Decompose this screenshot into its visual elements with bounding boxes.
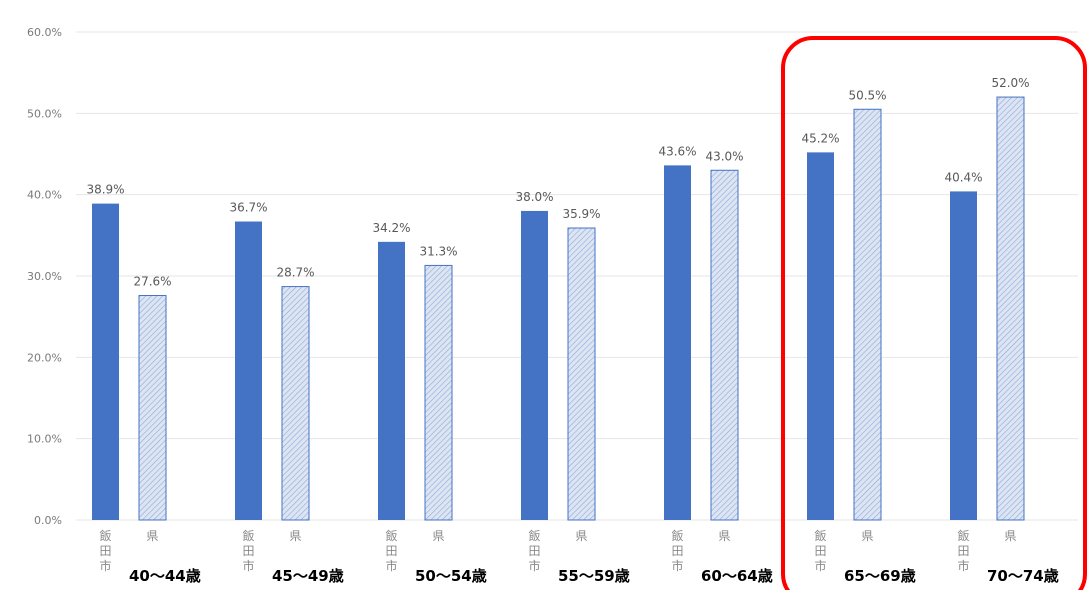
series-label-city: 飯田市 [99,528,111,573]
series-label-prefecture: 県 [861,529,873,543]
series-label-city: 飯田市 [957,528,969,573]
bar-prefecture [567,227,596,521]
data-label-city: 34.2% [372,221,410,235]
highlight-box [781,36,1087,590]
category-label: 45～49歳 [272,567,344,585]
category-label: 60～64歳 [701,567,773,585]
series-label-city: 飯田市 [242,528,254,573]
data-label-prefecture: 28.7% [276,266,314,280]
bar-prefecture [853,108,882,521]
data-label-city: 36.7% [229,201,267,215]
series-label-city: 飯田市 [671,528,683,573]
bar-prefecture [710,169,739,521]
series-label-city: 飯田市 [814,528,826,573]
bar-prefecture [138,295,167,521]
y-tick-label: 30.0% [27,270,62,283]
data-label-city: 38.9% [86,183,124,197]
y-tick-label: 0.0% [34,514,62,527]
bar-city [235,221,262,521]
bar-city [521,210,548,520]
data-label-prefecture: 31.3% [419,244,457,258]
y-tick-label: 10.0% [27,433,62,446]
bar-prefecture [424,264,453,521]
bar-prefecture [281,286,310,521]
category-label: 40～44歳 [129,567,201,585]
category-label: 70～74歳 [987,567,1059,585]
category-label: 55～59歳 [558,567,630,585]
category-label: 50～54歳 [415,567,487,585]
data-label-prefecture: 50.5% [848,88,886,102]
data-label-city: 40.4% [944,170,982,184]
bar-prefecture [996,96,1025,521]
series-label-prefecture: 県 [1004,529,1016,543]
y-tick-label: 20.0% [27,351,62,364]
y-tick-label: 40.0% [27,189,62,202]
bar-city [950,191,977,520]
series-label-prefecture: 県 [432,529,444,543]
data-label-prefecture: 52.0% [991,76,1029,90]
y-tick-label: 50.0% [27,107,62,120]
series-label-prefecture: 県 [575,529,587,543]
series-label-city: 飯田市 [528,528,540,573]
category-label: 65～69歳 [844,567,916,585]
data-label-prefecture: 27.6% [133,275,171,289]
bar-city [664,165,691,521]
data-label-prefecture: 43.0% [705,149,743,163]
data-label-city: 45.2% [801,131,839,145]
data-label-prefecture: 35.9% [562,207,600,221]
bar-city [92,203,119,520]
data-label-city: 43.6% [658,144,696,158]
series-label-prefecture: 県 [146,529,158,543]
series-label-prefecture: 県 [289,529,301,543]
series-label-prefecture: 県 [718,529,730,543]
bar-city [378,241,405,520]
bar-city [807,152,834,520]
series-label-city: 飯田市 [385,528,397,573]
y-tick-label: 60.0% [27,26,62,39]
data-label-city: 38.0% [515,190,553,204]
